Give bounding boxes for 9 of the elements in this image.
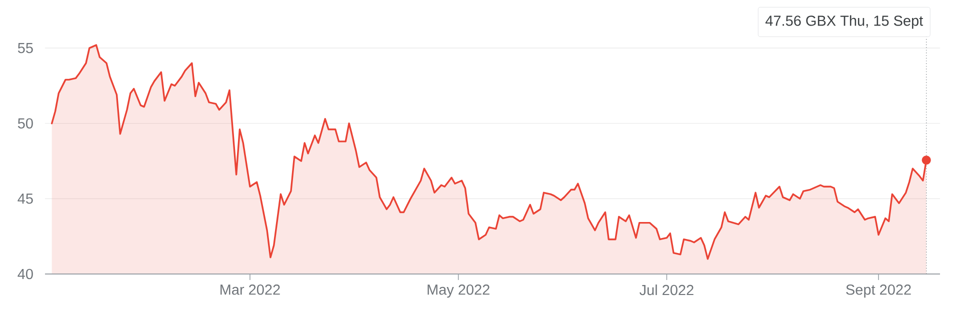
x-tick-label: Mar 2022 bbox=[220, 284, 280, 295]
y-tick-label: 50 bbox=[18, 118, 33, 129]
y-tick-label: 45 bbox=[18, 194, 33, 204]
x-tick-label: Jul 2022 bbox=[640, 284, 694, 296]
y-tick-label: 55 bbox=[18, 43, 33, 54]
x-tick-label: Sept 2022 bbox=[846, 284, 911, 298]
x-tick-label: May 2022 bbox=[428, 284, 490, 298]
y-tick-label: 40 bbox=[18, 268, 33, 280]
text: 47.56 GBX Thu, 15 Sept bbox=[765, 15, 924, 29]
